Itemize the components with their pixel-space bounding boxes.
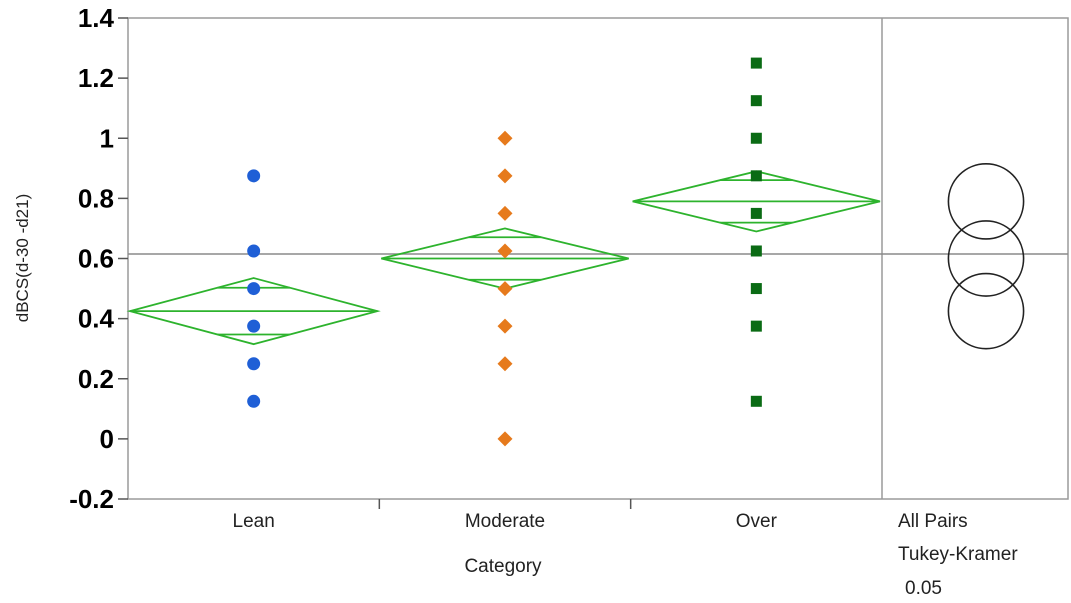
data-point-moderate — [497, 130, 513, 146]
data-point-lean — [247, 319, 261, 333]
y-tick-label: 1.2 — [78, 63, 114, 93]
data-point-over — [750, 95, 762, 107]
y-tick-labels: -0.2 0 0.2 0.4 0.6 0.8 1 1.2 1.4 — [69, 3, 128, 514]
data-point-over — [750, 57, 762, 69]
y-tick-label: 1.4 — [78, 3, 115, 33]
y-axis-label: dBCS(d-30 -d21) — [13, 194, 32, 323]
comparison-label-all-pairs: All Pairs — [898, 511, 968, 532]
data-point-lean — [247, 394, 261, 408]
x-tick-label-lean: Lean — [233, 511, 275, 532]
data-points — [247, 57, 762, 447]
y-tick-label: 0.6 — [78, 244, 114, 274]
data-point-lean — [247, 244, 261, 258]
comparison-circle-lean — [947, 163, 1025, 240]
comparison-label-tukey-kramer: Tukey-Kramer — [898, 544, 1018, 565]
y-tick-label: -0.2 — [69, 484, 114, 514]
x-tick-labels: Lean Moderate Over — [233, 499, 778, 532]
comparison-circles — [947, 163, 1025, 350]
y-tick-label: 0.8 — [78, 183, 114, 213]
data-point-over — [750, 132, 762, 144]
y-tick-label: 0.4 — [78, 304, 115, 334]
mean-diamonds — [126, 170, 881, 346]
y-tick-label: 1 — [100, 123, 114, 153]
data-point-over — [750, 320, 762, 332]
data-point-moderate — [497, 431, 513, 447]
y-tick-label: 0.2 — [78, 364, 114, 394]
data-point-over — [750, 170, 762, 182]
data-point-over — [750, 395, 762, 407]
data-point-over — [750, 245, 762, 257]
x-tick-label-moderate: Moderate — [465, 511, 545, 532]
data-point-lean — [247, 357, 261, 371]
data-point-moderate — [497, 205, 513, 221]
data-point-moderate — [497, 243, 513, 259]
data-point-moderate — [497, 281, 513, 297]
x-tick-label-over: Over — [736, 511, 778, 532]
data-point-lean — [247, 169, 261, 183]
data-point-over — [750, 207, 762, 219]
comparison-label-alpha: 0.05 — [905, 578, 942, 599]
data-point-over — [750, 283, 762, 295]
x-axis-label: Category — [464, 556, 542, 577]
data-point-moderate — [497, 318, 513, 334]
data-point-lean — [247, 282, 261, 296]
data-point-moderate — [497, 356, 513, 372]
mean-diamond-moderate — [381, 227, 629, 290]
y-tick-label: 0 — [100, 424, 114, 454]
mean-diamond-lean — [126, 277, 381, 346]
comparison-circle-moderate — [947, 220, 1025, 297]
comparison-circle-over — [947, 272, 1025, 350]
data-point-moderate — [497, 168, 513, 184]
